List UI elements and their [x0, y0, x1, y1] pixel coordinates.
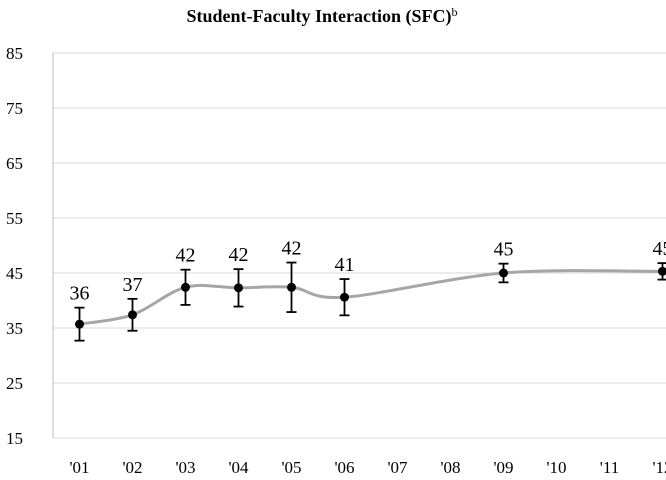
data-point [340, 292, 349, 302]
y-tick-label: 45 [6, 264, 23, 283]
y-tick-label: 85 [6, 44, 23, 63]
y-tick-label: 25 [6, 374, 23, 393]
y-tick-label: 75 [6, 99, 23, 118]
x-tick-label: '12 [652, 458, 666, 477]
data-point [287, 282, 296, 292]
data-point [75, 319, 84, 329]
x-tick-label: '03 [175, 458, 195, 477]
y-tick-label: 15 [6, 429, 23, 448]
data-label: 37 [123, 274, 143, 296]
data-label: 42 [176, 245, 196, 267]
x-tick-label: '10 [546, 458, 566, 477]
y-tick-label: 65 [6, 154, 23, 173]
data-label: 42 [282, 238, 302, 260]
x-tick-label: '11 [600, 458, 619, 477]
series-line [79, 269, 663, 326]
data-label: 45 [653, 238, 666, 260]
y-tick-label: 55 [6, 209, 23, 228]
data-label: 42 [229, 244, 249, 266]
x-tick-label: '08 [440, 458, 460, 477]
y-tick-label: 35 [6, 319, 23, 338]
data-label: 45 [494, 239, 514, 261]
x-tick-label: '05 [281, 458, 301, 477]
x-tick-label: '07 [387, 458, 408, 477]
title-superscript: b [451, 5, 457, 19]
x-tick-label: '04 [228, 458, 249, 477]
data-label: 41 [335, 254, 355, 276]
chart-title: Student-Faculty Interaction (SFC)b [187, 5, 458, 27]
x-tick-label: '02 [122, 458, 142, 477]
title-text: Student-Faculty Interaction (SFC) [187, 6, 452, 27]
data-point [181, 282, 190, 292]
x-tick-label: '09 [493, 458, 513, 477]
data-point [234, 283, 243, 293]
data-point [499, 268, 508, 278]
data-point [658, 266, 666, 276]
data-label: 36 [70, 283, 90, 305]
x-tick-label: '06 [334, 458, 354, 477]
data-point [128, 310, 137, 320]
x-tick-label: '01 [69, 458, 89, 477]
